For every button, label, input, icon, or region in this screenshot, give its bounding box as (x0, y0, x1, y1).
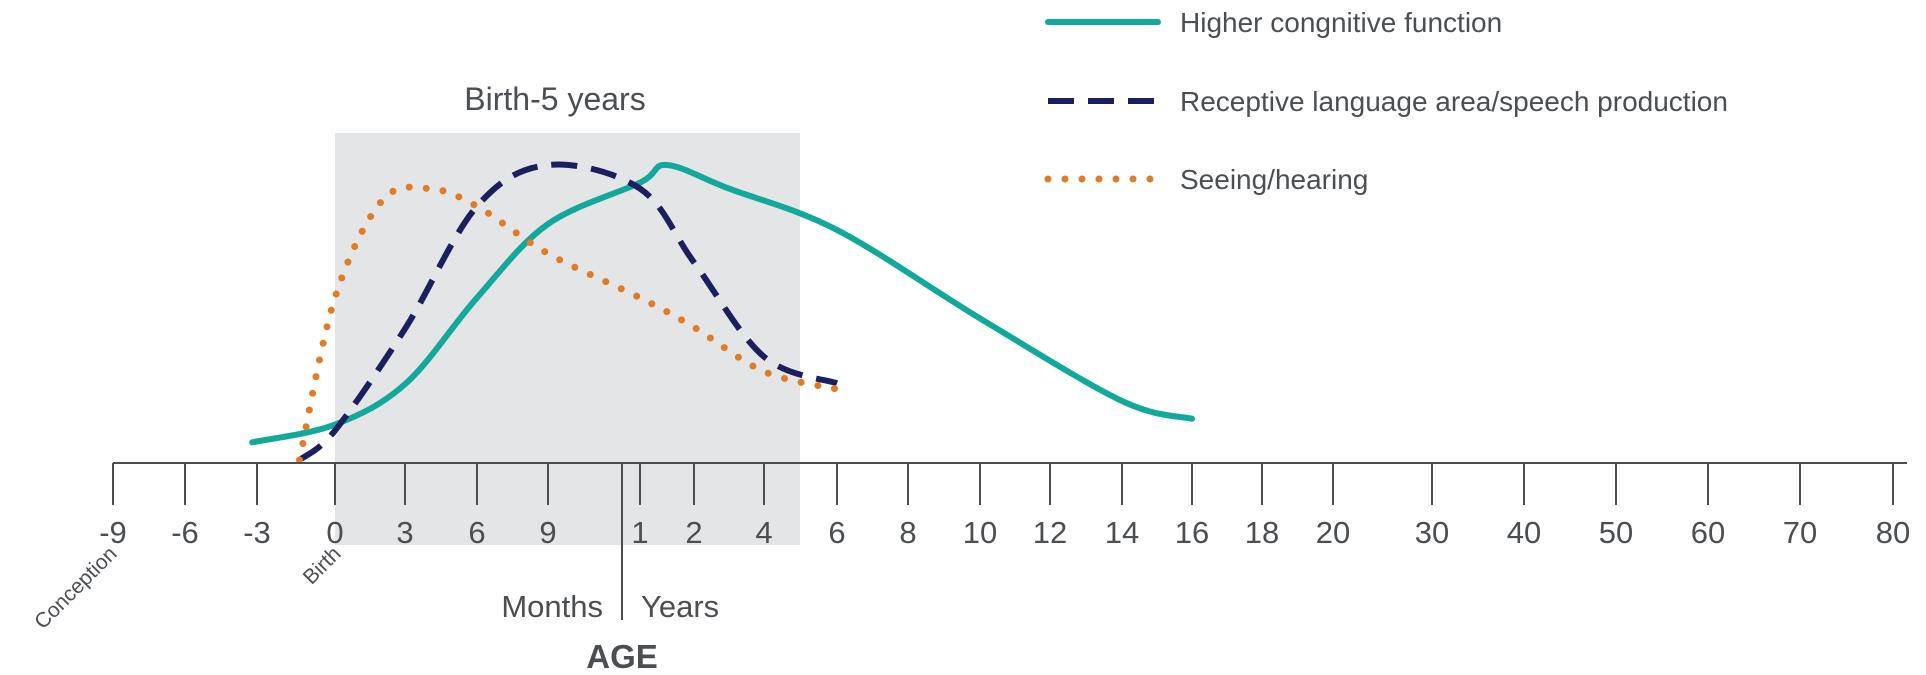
legend-label-3: Seeing/hearing (1180, 164, 1368, 195)
highlight-region (335, 133, 800, 545)
x-tick-label: 70 (1783, 515, 1817, 550)
x-tick-label: 0 (326, 515, 343, 550)
x-tick-label: -6 (171, 515, 199, 550)
x-unit-label-months: Months (501, 589, 603, 624)
x-tick-label: 12 (1033, 515, 1067, 550)
x-tick-label: 9 (539, 515, 556, 550)
x-tick-label: 4 (755, 515, 772, 550)
conception-label: Conception (30, 542, 121, 633)
series-line-3 (296, 183, 841, 464)
x-tick-label: 40 (1507, 515, 1541, 550)
x-tick-label: 50 (1599, 515, 1633, 550)
x-tick-label: -9 (99, 515, 127, 550)
highlight-region-label: Birth-5 years (464, 81, 645, 117)
legend-label-1: Higher congnitive function (1180, 7, 1502, 38)
series-line-1 (249, 161, 1195, 446)
series-line-2 (297, 161, 839, 463)
x-tick-label: 30 (1415, 515, 1449, 550)
x-tick-label: 2 (685, 515, 702, 550)
x-tick-label: 8 (899, 515, 916, 550)
x-axis-title: AGE (586, 638, 658, 675)
x-tick-label: 6 (828, 515, 845, 550)
x-tick-label: -3 (243, 515, 271, 550)
x-axis-ticks: -9 -6 -3 0 3 6 9 1 2 4 6 8 10 12 14 16 18 20 30 40 50 60 70 80 (99, 463, 1910, 550)
x-tick-label: 14 (1105, 515, 1139, 550)
x-tick-label: 80 (1876, 515, 1910, 550)
x-tick-label: 18 (1245, 515, 1279, 550)
x-tick-label: 1 (631, 515, 648, 550)
x-tick-label: 3 (396, 515, 413, 550)
x-tick-label: 20 (1316, 515, 1350, 550)
legend: Higher congnitive function Receptive lang… (1044, 7, 1728, 195)
x-tick-label: 60 (1691, 515, 1725, 550)
x-unit-label-years: Years (641, 589, 719, 624)
series-layer (249, 161, 1195, 464)
x-tick-label: 16 (1175, 515, 1209, 550)
x-tick-label: 10 (963, 515, 997, 550)
legend-label-2: Receptive language area/speech productio… (1180, 86, 1728, 117)
x-tick-label: 6 (468, 515, 485, 550)
